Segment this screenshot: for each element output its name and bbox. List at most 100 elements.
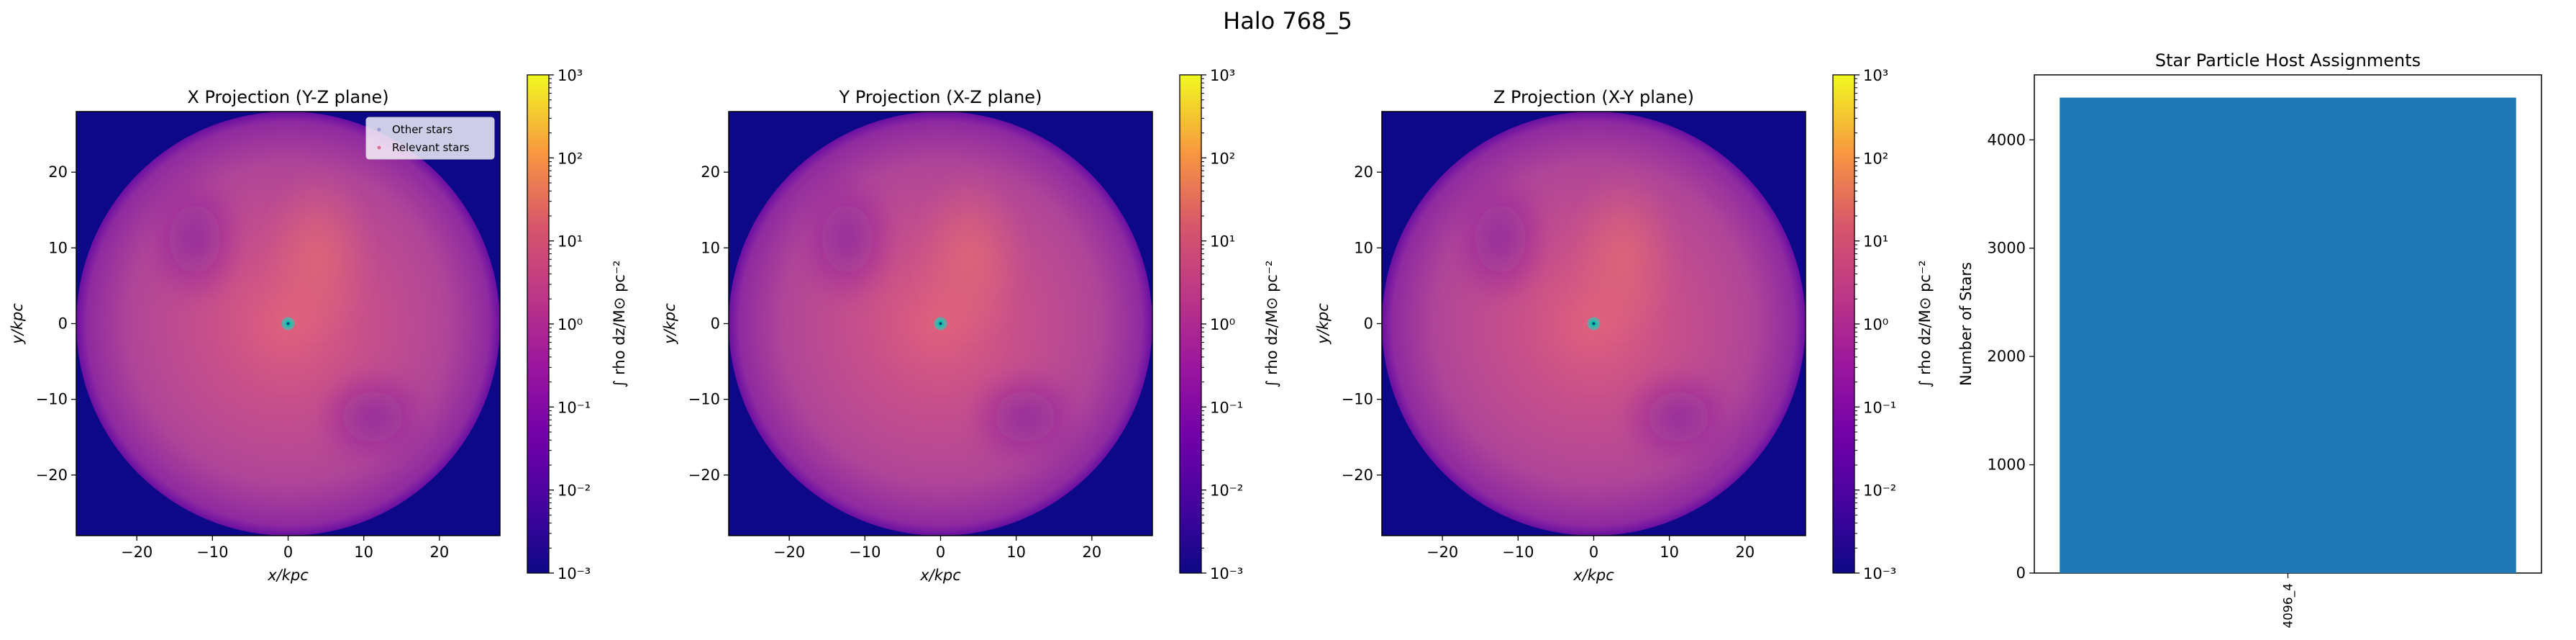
colorbar-tick-label: 10³ — [1863, 67, 1888, 84]
colorbar-tick-label: 10³ — [1210, 67, 1235, 84]
x-tick-label: −20 — [773, 544, 805, 561]
colorbar-tick-label: 10⁻² — [557, 482, 591, 500]
y-tick-label: 20 — [48, 163, 68, 181]
bar — [2060, 97, 2516, 573]
x-tick-label: 0 — [1589, 544, 1598, 561]
halo-underdensity — [313, 366, 432, 468]
y-tick-label: 3000 — [1988, 240, 2026, 257]
colorbar-tick-label: 10² — [1210, 150, 1235, 167]
colorbar-label: ∫ rho dz/M⊙ pc⁻² — [1263, 261, 1280, 388]
colorbar-gradient — [527, 74, 550, 574]
x-axis-label: x/kpc — [1573, 567, 1614, 584]
x-tick-label: 20 — [1735, 544, 1754, 561]
x-tick-label: −20 — [121, 544, 153, 561]
colorbar: 10⁻³ 10⁻² 10⁻¹ 10⁰ 10¹ 10² 10³ ∫ rho dz/M⊙ pc⁻² — [1179, 67, 1280, 582]
y-axis-label: y/kpc — [661, 303, 678, 345]
halo-underdensity — [965, 366, 1085, 468]
chart-title: Z Projection (X-Y plane) — [1493, 87, 1694, 107]
colorbar-tick-label: 10² — [557, 150, 583, 167]
halo-underdensity — [1449, 171, 1552, 307]
colorbar-tick-label: 10⁰ — [1210, 316, 1235, 333]
other-stars-marker — [377, 127, 381, 132]
halo-overdensity — [1568, 171, 1679, 341]
x-tick-label: 10 — [1006, 544, 1026, 561]
y-tick-label: −10 — [36, 391, 68, 408]
y-tick-label: 0 — [711, 315, 720, 333]
relevant-stars-marker — [377, 145, 381, 150]
y-tick-label: 10 — [701, 239, 720, 256]
y-axis-label: Number of Stars — [1957, 262, 1975, 386]
y-axis-label: y/kpc — [1314, 303, 1332, 345]
y-axis-label: y/kpc — [9, 303, 26, 345]
x-tick-label: −10 — [1502, 544, 1534, 561]
legend-label: Other stars — [392, 123, 452, 136]
y-tick-label: 0 — [1364, 315, 1373, 333]
colorbar: 10⁻³ 10⁻² 10⁻¹ 10⁰ 10¹ 10² 10³ ∫ rho dz/M⊙ pc⁻² — [527, 67, 628, 582]
x-tick-label: −20 — [1426, 544, 1458, 561]
y-tick-label: −20 — [688, 467, 720, 484]
halo-overdensity — [263, 171, 373, 341]
y-tick-label: 1000 — [1988, 456, 2026, 474]
x-axis-label: x/kpc — [919, 567, 961, 584]
chart-panel-3: −20 −10 0 10 20 −20 −10 0 10 20 Z Projection (X-Y … — [1314, 67, 1934, 584]
x-tick-label: 0 — [936, 544, 945, 561]
chart-panel-4: 4096_4 0 1000 2000 3000 4000 Star Particle Hos… — [1957, 50, 2542, 628]
y-tick-label: 0 — [2016, 564, 2026, 582]
legend-label: Relevant stars — [392, 141, 470, 154]
chart-title: X Projection (Y-Z plane) — [187, 87, 388, 107]
legend-box — [365, 117, 495, 160]
figure-suptitle: Halo 768_5 — [1223, 7, 1352, 35]
panels: −20 −10 0 10 20 −20 −10 0 10 20 X Projection (Y-Z … — [9, 50, 2542, 628]
chart-title: Y Projection (X-Z plane) — [839, 87, 1042, 107]
colorbar-tick-label: 10⁻¹ — [1863, 399, 1896, 416]
y-tick-label: −10 — [688, 391, 720, 408]
y-tick-label: −20 — [36, 467, 68, 484]
star-cluster-center — [939, 322, 942, 325]
y-tick-label: 10 — [48, 239, 68, 256]
y-tick-label: −10 — [1342, 391, 1373, 408]
y-tick-label: 20 — [1354, 163, 1373, 181]
colorbar-tick-label: 10⁻² — [1863, 482, 1896, 500]
halo-underdensity — [144, 171, 246, 307]
density-map — [76, 112, 500, 536]
colorbar-tick-label: 10¹ — [557, 233, 583, 251]
density-map — [729, 112, 1152, 536]
y-tick-label: 2000 — [1988, 348, 2026, 365]
colorbar-tick-label: 10⁻³ — [557, 565, 591, 582]
chart-panel-1: −20 −10 0 10 20 −20 −10 0 10 20 X Projection (Y-Z … — [9, 67, 628, 584]
y-tick-label: 20 — [701, 163, 720, 181]
colorbar-tick-label: 10³ — [557, 67, 583, 84]
colorbar-tick-label: 10⁻¹ — [1210, 399, 1243, 416]
x-tick-label: 0 — [283, 544, 293, 561]
x-tick-label: −10 — [196, 544, 228, 561]
colorbar-label: ∫ rho dz/M⊙ pc⁻² — [1916, 261, 1934, 388]
colorbar-gradient — [1832, 74, 1855, 574]
colorbar-tick-label: 10⁰ — [557, 316, 583, 333]
colorbar-tick-label: 10⁰ — [1863, 316, 1888, 333]
y-tick-label: 10 — [1354, 239, 1373, 256]
colorbar-tick-label: 10¹ — [1210, 233, 1235, 251]
colorbar-tick-label: 10¹ — [1863, 233, 1888, 251]
star-cluster-center — [286, 322, 290, 325]
colorbar-tick-label: 10⁻² — [1210, 482, 1243, 500]
colorbar-tick-label: 10⁻³ — [1210, 565, 1243, 582]
legend: Other stars Relevant stars — [365, 117, 495, 160]
x-tick-label: 4096_4 — [2282, 583, 2296, 628]
y-tick-label: 0 — [58, 315, 68, 333]
colorbar-label: ∫ rho dz/M⊙ pc⁻² — [611, 261, 628, 388]
colorbar-tick-label: 10⁻³ — [1863, 565, 1896, 582]
density-map — [1382, 112, 1806, 536]
star-cluster-center — [1592, 322, 1596, 325]
x-tick-label: 20 — [429, 544, 449, 561]
colorbar: 10⁻³ 10⁻² 10⁻¹ 10⁰ 10¹ 10² 10³ ∫ rho dz/M⊙ pc⁻² — [1832, 67, 1934, 582]
halo-underdensity — [1619, 366, 1738, 468]
x-axis-label: x/kpc — [267, 567, 309, 584]
x-tick-label: 20 — [1082, 544, 1101, 561]
x-tick-label: 10 — [354, 544, 373, 561]
chart-panel-2: −20 −10 0 10 20 −20 −10 0 10 20 Y Projection (X-Z … — [661, 67, 1280, 584]
y-tick-label: −20 — [1342, 467, 1373, 484]
colorbar-gradient — [1179, 74, 1202, 574]
halo-underdensity — [796, 171, 898, 307]
chart-title: Star Particle Host Assignments — [2155, 50, 2421, 71]
